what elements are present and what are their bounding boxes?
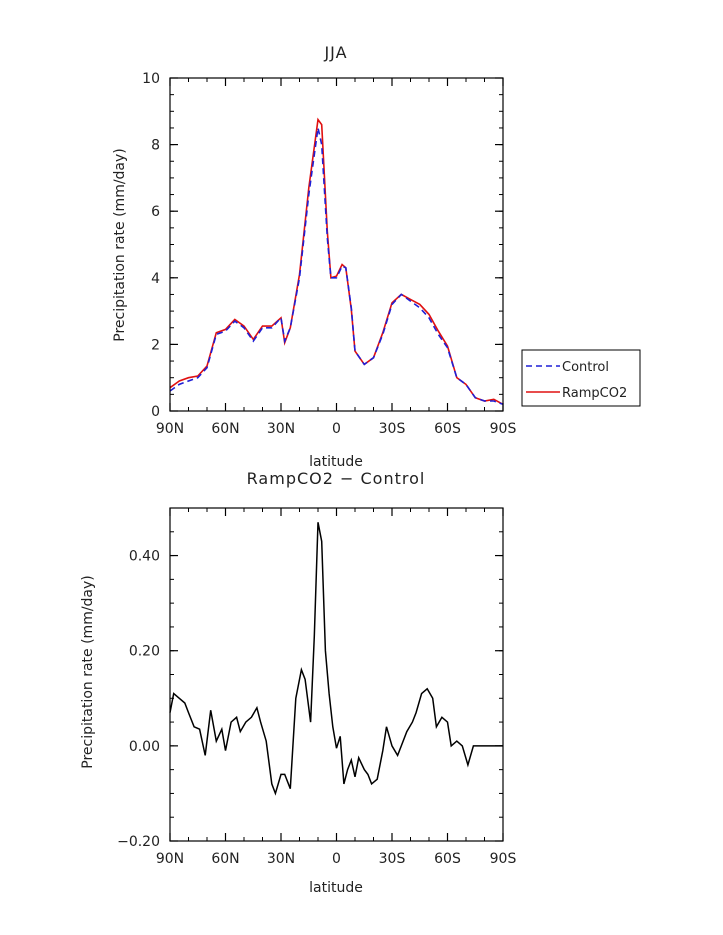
top-panel-ytick-label: 2 (151, 337, 160, 353)
top-panel-ytick-label: 8 (151, 138, 160, 154)
top-panel-title: JJA (323, 43, 347, 62)
top-panel-xtick-label: 90N (156, 421, 184, 437)
top-panel-ylabel: Precipitation rate (mm/day) (112, 148, 128, 342)
legend-control-label: Control (562, 360, 609, 375)
bottom-panel-ytick-label: −0.20 (117, 834, 160, 850)
top-panel-plot-area: 90N 60N 30N 0 30S 60S 90S 0 2 4 6 8 10 (142, 71, 516, 437)
bottom-panel-ytick-label: 0.40 (129, 549, 160, 565)
bottom-panel-xlabel: latitude (309, 880, 363, 896)
bottom-panel: RampCO2 − Control 90N 60N 30N 0 30S 60S 90S −0.… (80, 469, 516, 896)
top-panel-ytick-label: 6 (151, 204, 160, 220)
bottom-panel-ytick-label: 0.00 (129, 739, 160, 755)
series-line-difference (169, 522, 503, 796)
bottom-panel-title: RampCO2 − Control (247, 469, 426, 488)
series-line-control (169, 127, 504, 406)
top-panel-ytick-label: 0 (151, 404, 160, 420)
bottom-panel-xtick-label: 90N (156, 851, 184, 867)
top-panel-xtick-label: 60N (211, 421, 239, 437)
bottom-panel-xtick-label: 30S (379, 851, 406, 867)
top-panel-xlabel: latitude (309, 454, 363, 470)
bottom-panel-xtick-label: 30N (267, 851, 295, 867)
top-panel-xtick-label: 0 (332, 421, 341, 437)
bottom-panel-xtick-label: 60S (434, 851, 461, 867)
series-line-rampco2 (169, 117, 504, 406)
top-panel-xtick-label: 30N (267, 421, 295, 437)
legend-rampco2-label: RampCO2 (562, 386, 627, 401)
bottom-panel-xtick-label: 0 (332, 851, 341, 867)
bottom-panel-xtick-label: 60N (211, 851, 239, 867)
top-panel-ytick-label: 10 (142, 71, 160, 87)
bottom-panel-frame (169, 507, 504, 842)
bottom-panel-xtick-label: 90S (490, 851, 517, 867)
top-panel-xtick-label: 30S (379, 421, 406, 437)
legend: Control RampCO2 (521, 349, 641, 407)
bottom-panel-ylabel: Precipitation rate (mm/day) (80, 575, 96, 769)
top-panel-frame (169, 77, 504, 412)
top-panel-xtick-label: 60S (434, 421, 461, 437)
bottom-panel-plot-area: 90N 60N 30N 0 30S 60S 90S −0.20 0.00 0.20 0.40 (117, 507, 517, 867)
top-panel-xtick-label: 90S (490, 421, 517, 437)
legend-box (521, 349, 641, 407)
top-panel-ytick-label: 4 (151, 271, 160, 287)
bottom-panel-ytick-label: 0.20 (129, 644, 160, 660)
